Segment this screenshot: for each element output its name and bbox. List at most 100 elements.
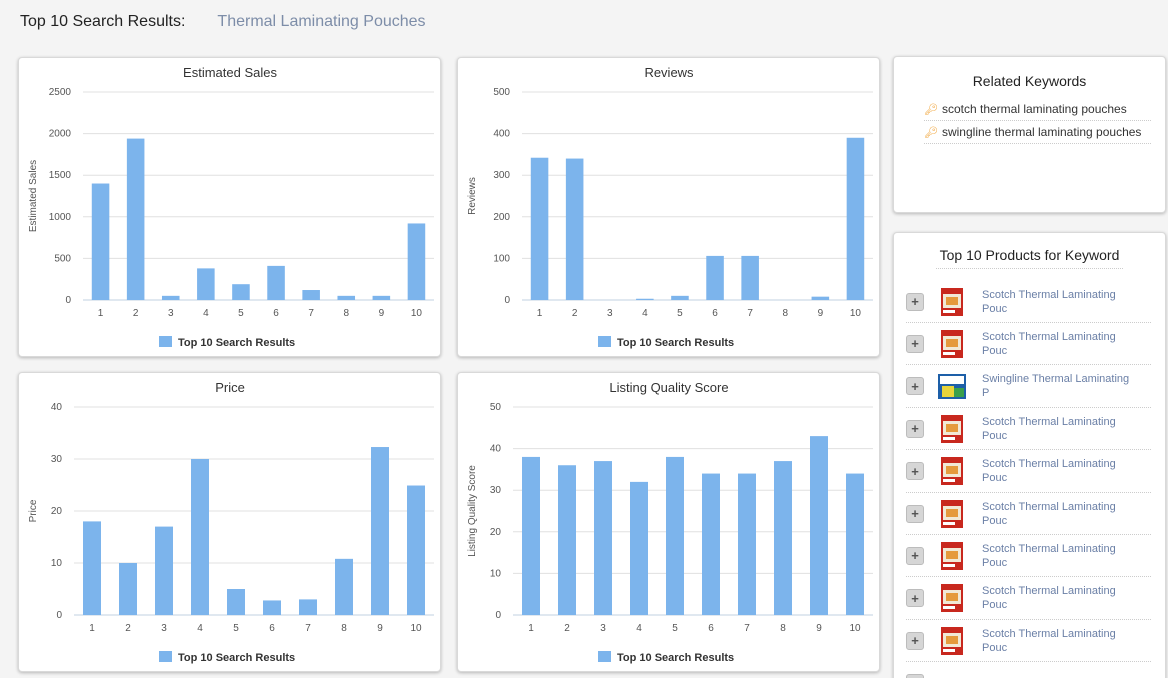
- list-item[interactable]: +Scotch Thermal Laminator,: [906, 663, 1151, 678]
- related-keywords-title: Related Keywords: [972, 73, 1087, 89]
- y-tick-label: 40: [490, 444, 502, 455]
- bar: [666, 456, 684, 615]
- keyword-link[interactable]: scotch thermal laminating pouches: [941, 102, 1127, 116]
- list-item[interactable]: 🔑︎ scotch thermal laminating pouches: [924, 98, 1151, 121]
- add-product-button[interactable]: +: [906, 504, 924, 523]
- x-tick-label: 4: [203, 308, 209, 319]
- bar: [530, 157, 549, 300]
- legend-label: Top 10 Search Results: [617, 337, 734, 349]
- product-link[interactable]: Scotch Thermal Laminating Pouc: [982, 542, 1132, 570]
- bar: [335, 558, 353, 615]
- y-tick-label: 0: [56, 610, 62, 621]
- product-thumbnail: [936, 667, 968, 678]
- y-tick-label: 400: [493, 129, 510, 140]
- price-chart: Price 0 10 20 30 40 Price 1 2 3 4 5 6 7 8 9 10 Top 10 Sea…: [18, 372, 441, 672]
- keyword-link[interactable]: swingline thermal laminating pouches: [941, 125, 1142, 139]
- x-tick-label: 3: [600, 623, 606, 634]
- product-name-line: Pouc: [982, 344, 1008, 357]
- x-tick-label: 7: [308, 308, 314, 319]
- add-product-button[interactable]: +: [906, 589, 924, 608]
- add-product-button[interactable]: +: [906, 462, 924, 481]
- list-item[interactable]: + Scotch Thermal Laminating Pouc: [906, 323, 1151, 366]
- bar: [126, 138, 145, 300]
- bar: [155, 526, 173, 615]
- x-tick-label: 1: [89, 623, 95, 634]
- y-tick-label: 50: [490, 402, 502, 413]
- related-keywords-panel: Related Keywords 🔑︎ scotch thermal lamina…: [893, 56, 1166, 213]
- bar: [706, 255, 724, 300]
- bar: [565, 158, 584, 300]
- product-name-line: Scotch Thermal Laminating: [982, 542, 1116, 555]
- y-tick-label: 2500: [49, 87, 72, 98]
- list-item[interactable]: + Scotch Thermal Laminating Pouc: [906, 578, 1151, 620]
- bar: [372, 295, 391, 300]
- y-axis-label: Price: [28, 499, 39, 522]
- page-header: Top 10 Search Results: Thermal Laminatin…: [20, 13, 426, 37]
- x-tick-label: 2: [133, 308, 139, 319]
- product-link[interactable]: Scotch Thermal Laminating Pouc: [982, 457, 1132, 485]
- top-products-title: Top 10 Products for Keyword: [939, 247, 1120, 263]
- product-name-line: Pouc: [982, 641, 1008, 654]
- add-product-button[interactable]: +: [906, 377, 924, 396]
- add-product-button[interactable]: +: [906, 631, 924, 650]
- x-tick-label: 8: [341, 623, 347, 634]
- x-tick-label: 9: [377, 623, 383, 634]
- product-link[interactable]: Scotch Thermal Laminating Pouc: [982, 584, 1132, 612]
- estimated-sales-chart: Estimated Sales 0 500 1000 1500 2000 2500 Estim…: [18, 57, 441, 357]
- add-product-button[interactable]: +: [906, 334, 924, 353]
- list-item[interactable]: 🔑︎ swingline thermal laminating pouches: [924, 121, 1151, 144]
- chart-title: Estimated Sales: [183, 65, 277, 80]
- bar: [302, 290, 320, 300]
- product-link[interactable]: Scotch Thermal Laminating Pouc: [982, 330, 1132, 358]
- y-tick-label: 20: [490, 527, 502, 538]
- product-link[interactable]: Swingline Thermal Laminating P: [982, 372, 1132, 400]
- list-item[interactable]: + Scotch Thermal Laminating Pouc: [906, 493, 1151, 535]
- x-tick-label: 9: [379, 308, 385, 319]
- x-tick-label: 3: [168, 308, 174, 319]
- y-axis-label: Reviews: [467, 177, 478, 215]
- product-name-line: Scotch Thermal Laminating: [982, 415, 1116, 428]
- add-product-button[interactable]: +: [906, 419, 924, 438]
- x-tick-label: 4: [636, 623, 642, 634]
- list-item[interactable]: + Scotch Thermal Laminating Pouc: [906, 451, 1151, 493]
- product-link[interactable]: Scotch Thermal Laminating Pouc: [982, 500, 1132, 528]
- list-item[interactable]: + Scotch Thermal Laminating Pouc: [906, 408, 1151, 451]
- product-name-line: Pouc: [982, 599, 1008, 612]
- bar: [741, 255, 759, 300]
- list-item[interactable]: + Scotch Thermal Laminating Pouc: [906, 620, 1151, 663]
- x-tick-label: 8: [343, 308, 349, 319]
- bar: [91, 183, 110, 300]
- product-link[interactable]: Scotch Thermal Laminating Pouc: [982, 415, 1132, 443]
- bar: [407, 485, 425, 615]
- bar: [119, 563, 137, 615]
- bar: [846, 137, 865, 300]
- key-icon: 🔑︎: [924, 126, 938, 139]
- bar: [846, 473, 864, 615]
- add-product-button[interactable]: +: [906, 292, 924, 311]
- product-link[interactable]: Scotch Thermal Laminating Pouc: [982, 627, 1132, 655]
- x-tick-label: 4: [642, 308, 648, 319]
- list-item[interactable]: + Scotch Thermal Laminating Pouc: [906, 281, 1151, 323]
- list-item[interactable]: + Scotch Thermal Laminating Pouc: [906, 535, 1151, 578]
- product-name-line: Scotch Thermal Laminating: [982, 458, 1116, 471]
- y-axis-label: Estimated Sales: [28, 160, 39, 232]
- product-thumbnail: [936, 286, 968, 318]
- product-name-line: Pouc: [982, 514, 1008, 527]
- product-thumbnail: [936, 370, 968, 402]
- add-product-button[interactable]: +: [906, 674, 924, 678]
- product-thumbnail: [936, 413, 968, 445]
- product-name-line: Pouc: [982, 429, 1008, 442]
- add-product-button[interactable]: +: [906, 546, 924, 565]
- product-link[interactable]: Scotch Thermal Laminating Pouc: [982, 288, 1132, 316]
- x-tick-label: 6: [712, 308, 718, 319]
- x-tick-label: 7: [747, 308, 753, 319]
- chart-title: Reviews: [644, 65, 694, 80]
- x-tick-label: 8: [780, 623, 786, 634]
- product-name-line: Swingline Thermal Laminating: [982, 373, 1130, 386]
- y-tick-label: 0: [495, 610, 501, 621]
- list-item[interactable]: + Swingline Thermal Laminating P: [906, 366, 1151, 408]
- x-tick-label: 2: [572, 308, 578, 319]
- legend-label: Top 10 Search Results: [178, 652, 295, 664]
- x-tick-label: 6: [269, 623, 275, 634]
- y-tick-label: 500: [54, 253, 71, 264]
